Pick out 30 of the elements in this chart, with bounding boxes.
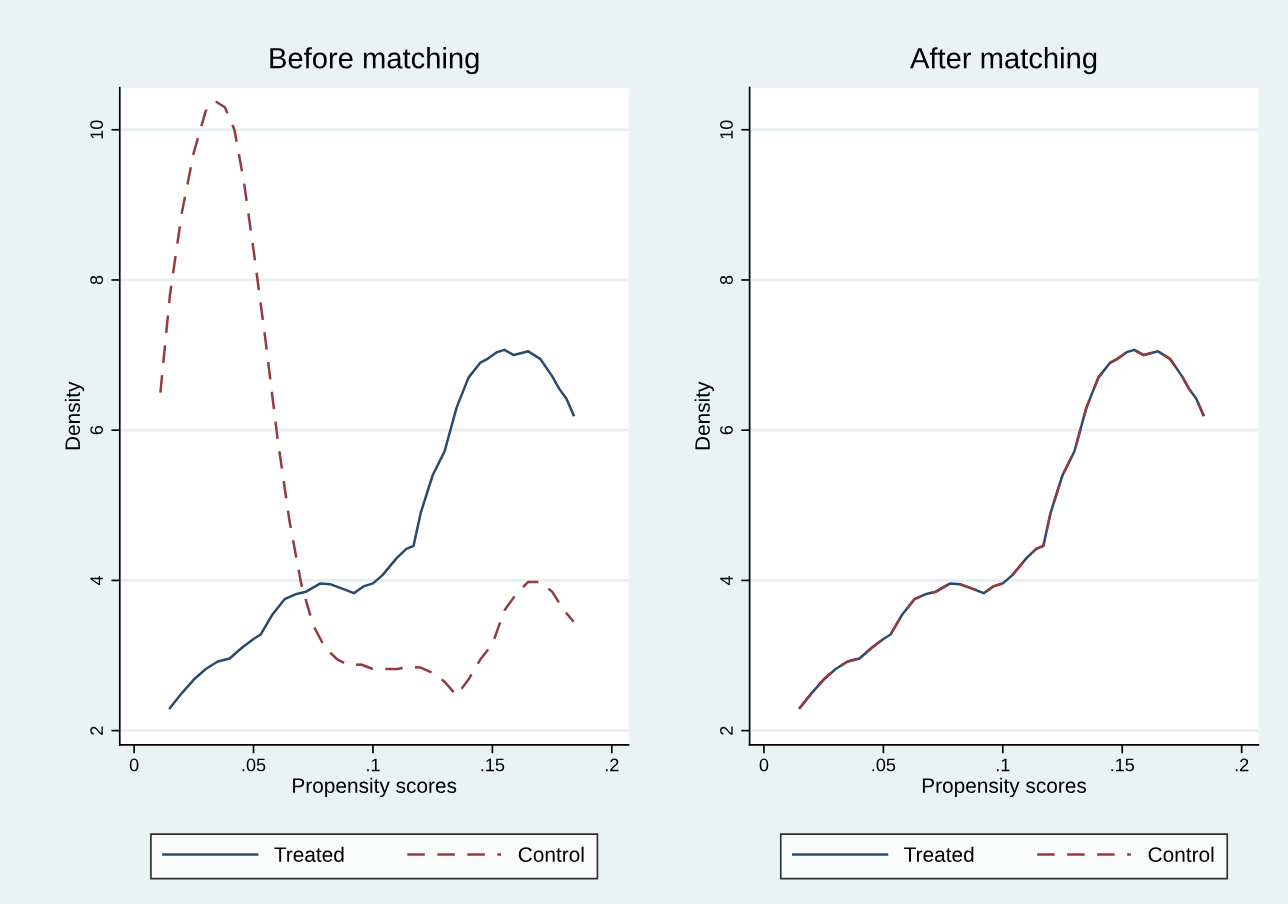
x-tick-label: .1	[367, 758, 380, 772]
x-tick-label: 0	[129, 758, 139, 772]
y-tick-label: 8	[90, 275, 104, 285]
legend-label: Treated	[274, 846, 344, 862]
y-axis-title: Density	[694, 381, 715, 450]
y-tick-label: 4	[90, 575, 103, 586]
chart-title: After matching	[910, 47, 1097, 75]
y-axis-title: Density	[64, 381, 85, 450]
x-tick-label: .05	[872, 758, 896, 772]
legend-label: Control	[518, 846, 584, 862]
x-tick-label: .15	[1111, 758, 1135, 772]
x-tick-label: .2	[605, 758, 619, 772]
legend-label: Treated	[904, 846, 974, 862]
x-axis-title: Propensity scores	[922, 777, 1087, 798]
x-axis-title: Propensity scores	[293, 777, 457, 798]
y-tick-label: 6	[720, 425, 733, 435]
y-tick-label: 10	[90, 120, 104, 139]
y-tick-label: 2	[720, 726, 733, 735]
y-tick-label: 6	[90, 425, 104, 435]
x-tick-label: .2	[1235, 758, 1249, 772]
legend-label: Control	[1148, 846, 1214, 862]
x-tick-label: .1	[996, 758, 1010, 772]
y-tick-label: 8	[720, 275, 733, 285]
y-tick-label: 2	[90, 726, 103, 735]
y-tick-label: 4	[720, 575, 733, 586]
x-tick-label: .15	[481, 758, 505, 772]
x-tick-label: .05	[242, 758, 266, 772]
y-tick-label: 10	[720, 120, 733, 139]
chart-title: Before matching	[270, 47, 479, 75]
x-tick-label: 0	[759, 758, 769, 772]
